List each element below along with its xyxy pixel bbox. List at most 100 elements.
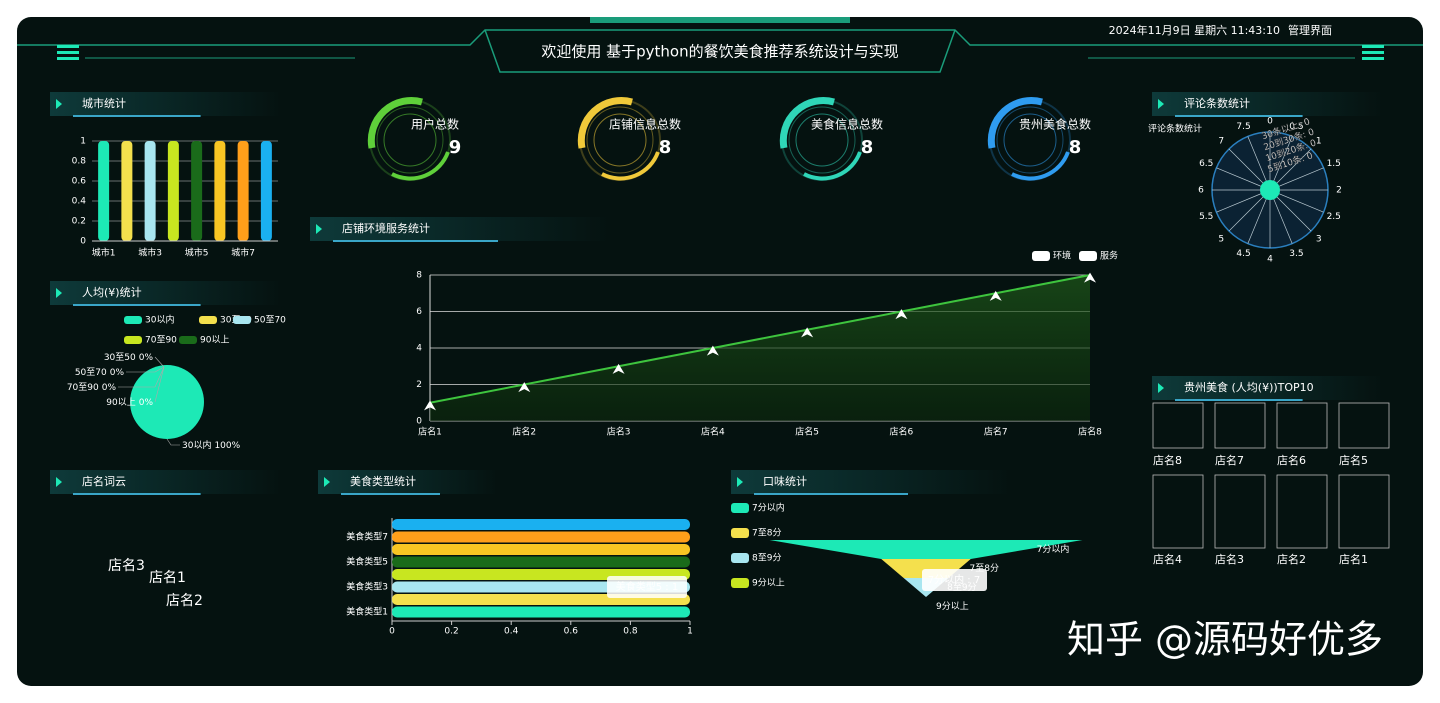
panel-underline (341, 493, 440, 495)
panel-title: 口味统计 (763, 475, 807, 488)
bar (392, 606, 690, 618)
y-tick-label: 美食类型1 (346, 606, 388, 618)
panel-underline (333, 240, 498, 242)
shop-name: 店名8 (1153, 453, 1182, 467)
label-line (154, 366, 165, 403)
legend-label: 8至9分 (752, 553, 781, 564)
panel-icon (56, 99, 62, 109)
panel-icon (1158, 383, 1164, 393)
stat-ring (376, 106, 444, 174)
admin-link[interactable]: 管理界面 (1288, 23, 1332, 37)
stat-arc (577, 97, 633, 149)
page-title: 欢迎使用 基于python的餐饮美食推荐系统设计与实现 (541, 43, 898, 61)
pie-label-category: 70至90 (67, 382, 99, 393)
line-area (430, 275, 1090, 421)
panel-header-bg (1152, 92, 1384, 116)
pie-label-category: 30以内 (182, 439, 211, 451)
stat-arc (391, 151, 450, 181)
image-placeholder (1214, 474, 1266, 549)
y-tick-label: 2 (416, 380, 422, 390)
stat-arc (1011, 151, 1070, 181)
panel-title: 店名词云 (82, 474, 126, 488)
header-decoration (17, 17, 1423, 73)
label-line (166, 438, 180, 446)
pie-label: 50至70 0% (75, 367, 125, 378)
image-placeholder (1214, 402, 1266, 449)
stat-ring (788, 106, 856, 174)
shop-name: 店名3 (1215, 552, 1244, 566)
x-tick-label: 0.6 (564, 627, 579, 637)
y-tick-label: 0.2 (72, 217, 86, 227)
angle-tick-label: 3.5 (1289, 249, 1303, 259)
angle-tick-label: 1 (1316, 137, 1322, 147)
pie-label: 30以内 100% (182, 439, 241, 451)
stat-ring (383, 113, 437, 167)
angle-tick-label: 2.5 (1327, 212, 1341, 222)
panel-header-bg (50, 281, 282, 305)
x-tick-label: 城市1 (92, 247, 116, 259)
x-tick-label: 城市7 (231, 247, 255, 259)
triangle-marker (989, 290, 1002, 301)
stat-ring (996, 106, 1064, 174)
y-tick-label: 美食类型5 (346, 556, 388, 568)
y-tick-label: 0.4 (72, 197, 87, 207)
angle-tick-label: 6.5 (1199, 159, 1213, 169)
stat-ring (795, 113, 849, 167)
y-tick-label: 8 (416, 271, 422, 281)
stat-value: 8 (659, 137, 672, 158)
shop-name: 店名7 (1215, 453, 1244, 467)
angle-tick-label: 0.5 (1289, 122, 1303, 132)
pie-label-value: 0% (139, 353, 154, 363)
legend-swatch (179, 336, 197, 344)
y-tick-label: 6 (416, 307, 422, 317)
x-tick-label: 城市5 (185, 247, 209, 259)
pie-label-value: 0% (110, 368, 125, 378)
funnel-label: 9分以上 (936, 601, 969, 612)
polar-center (1260, 180, 1280, 200)
x-tick-label: 店名2 (512, 426, 536, 438)
panel-underline (73, 493, 201, 495)
x-tick-label: 店名4 (701, 426, 725, 438)
label-line (118, 366, 165, 388)
shop-name: 店名2 (1277, 552, 1306, 566)
angle-tick-label: 3 (1316, 234, 1322, 244)
panel-title: 店铺环境服务统计 (342, 221, 430, 235)
x-tick-label: 城市3 (138, 247, 162, 259)
bar (392, 519, 690, 530)
x-tick-label: 店名5 (795, 426, 819, 438)
tooltip-box (607, 576, 687, 598)
stat-label: 店铺信息总数 (609, 117, 681, 132)
image-placeholder (1276, 474, 1328, 549)
triangle-marker (518, 382, 531, 393)
angle-tick-label: 5.5 (1199, 212, 1213, 222)
pie-label-category: 50至70 (75, 367, 107, 378)
x-tick-label: 0.2 (444, 627, 458, 637)
stat-label: 贵州美食总数 (1019, 117, 1091, 132)
panel-header-bg (1152, 376, 1384, 400)
funnel-label: 7至8分 (970, 563, 999, 574)
panel-header-bg (50, 470, 282, 494)
pie-label-category: 90以上 (106, 397, 135, 408)
panel-underline (1175, 115, 1303, 117)
panel-title: 城市统计 (82, 96, 126, 110)
bar (392, 544, 690, 555)
tooltip-box (922, 569, 987, 591)
stat-ring (593, 113, 647, 167)
bar (214, 141, 226, 241)
angle-tick-label: 6 (1198, 186, 1204, 196)
angle-tick-label: 0 (1267, 117, 1273, 127)
stat-label: 美食信息总数 (811, 117, 883, 132)
angle-tick-label: 2 (1336, 186, 1342, 196)
stat-value: 9 (449, 137, 462, 158)
legend-swatch (1032, 251, 1050, 261)
bar (191, 141, 203, 241)
y-tick-label: 美食类型3 (346, 581, 388, 593)
triangle-marker (1084, 272, 1096, 283)
legend-swatch (731, 503, 749, 513)
legend-label: 90以上 (200, 335, 229, 346)
y-tick-label: 4 (416, 344, 422, 354)
chart-subtitle: 评论条数统计 (1148, 123, 1202, 135)
bar (392, 556, 690, 568)
bar (98, 141, 110, 241)
